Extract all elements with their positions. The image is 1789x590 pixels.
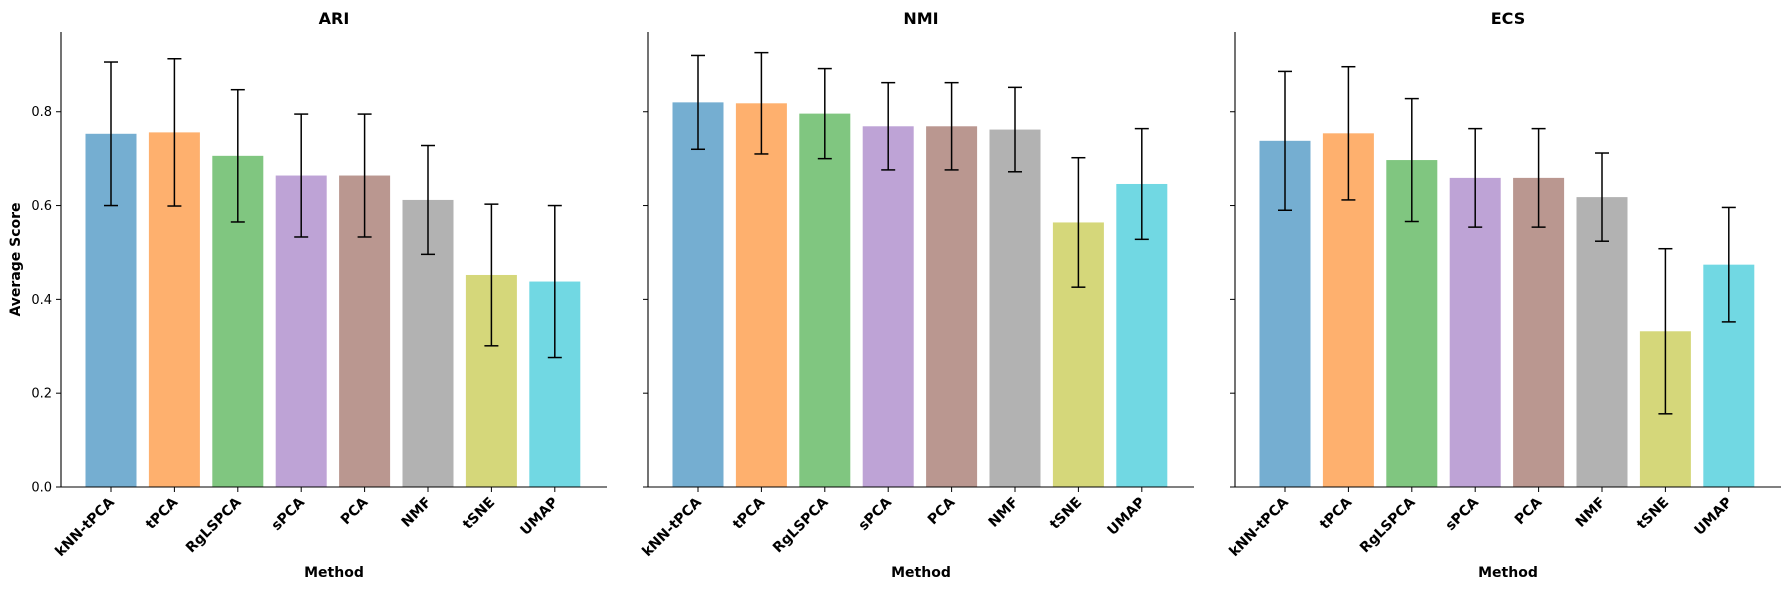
x-tick-label: RgLSPCA [770,494,832,556]
y-tick-label: 0.0 [31,481,52,496]
x-tick-label: NMF [986,495,1022,531]
x-tick-label: kNN-tPCA [1226,494,1292,560]
y-tick-label: 0.6 [31,199,52,214]
y-tick-label: 0.8 [31,105,52,120]
y-tick-label: 0.4 [31,293,52,308]
chart-title: ECS [1491,9,1526,28]
x-tick-label: tSNE [1047,495,1085,533]
x-tick-label: UMAP [1692,495,1736,539]
bar [1449,177,1501,487]
bar [989,129,1041,487]
y-tick-label: 0.2 [31,387,52,402]
x-tick-label: tPCA [143,494,181,532]
x-tick-label: tSNE [1634,495,1672,533]
x-tick-label: PCA [338,494,372,528]
x-axis-label: Method [304,565,364,581]
x-tick-label: sPCA [269,494,309,534]
x-tick-label: kNN-tPCA [52,494,118,560]
bar [672,102,724,487]
x-tick-label: UMAP [518,495,562,539]
bar [735,103,787,488]
bar [1576,197,1628,487]
x-tick-label: NMF [399,495,435,531]
x-tick-label: RgLSPCA [183,494,245,556]
bar [799,113,851,487]
x-tick-label: sPCA [1443,494,1483,534]
chart-title: NMI [903,9,938,28]
y-axis-label: Average Score [8,202,24,316]
x-tick-label: sPCA [856,494,896,534]
x-tick-label: tSNE [460,495,498,533]
chart-title: ARI [319,9,350,28]
x-axis-label: Method [891,565,951,581]
bar [862,126,914,487]
x-axis-label: Method [1478,565,1538,581]
x-tick-label: tPCA [1317,494,1355,532]
x-tick-label: PCA [1512,494,1546,528]
x-tick-label: kNN-tPCA [639,494,705,560]
x-tick-label: UMAP [1105,495,1149,539]
x-tick-label: tPCA [730,494,768,532]
x-tick-label: RgLSPCA [1357,494,1419,556]
x-tick-label: NMF [1573,495,1609,531]
x-tick-label: PCA [925,494,959,528]
bar [926,126,978,487]
bar [1513,177,1565,487]
